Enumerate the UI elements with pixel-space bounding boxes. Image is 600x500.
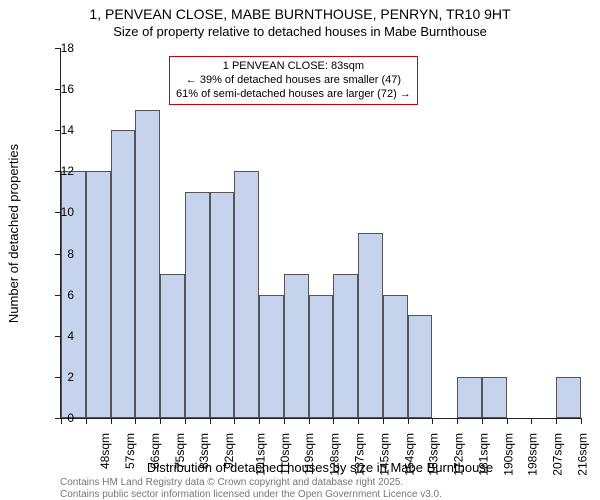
chart-title-line2: Size of property relative to detached ho… [0, 24, 600, 39]
bar [210, 192, 235, 418]
y-tick-label: 18 [44, 41, 74, 55]
x-tick [234, 418, 235, 424]
x-tick-label: 154sqm [402, 433, 416, 476]
x-tick [333, 418, 334, 424]
bar [86, 171, 111, 418]
credit-line2: Contains public sector information licen… [60, 489, 442, 500]
y-tick-label: 2 [44, 370, 74, 384]
y-tick-label: 0 [44, 411, 74, 425]
x-tick-label: 190sqm [501, 433, 515, 476]
x-tick-label: 57sqm [123, 433, 137, 469]
x-tick [482, 418, 483, 424]
x-tick-label: 75sqm [173, 433, 187, 469]
y-tick-label: 6 [44, 288, 74, 302]
x-tick-label: 172sqm [452, 433, 466, 476]
callout-line2: ← 39% of detached houses are smaller (47… [176, 74, 411, 88]
y-tick-label: 16 [44, 82, 74, 96]
x-tick [581, 418, 582, 424]
bar [358, 233, 383, 418]
x-tick-label: 101sqm [254, 433, 268, 476]
y-tick-label: 12 [44, 164, 74, 178]
x-tick-label: 128sqm [328, 433, 342, 476]
x-tick [111, 418, 112, 424]
bar [111, 130, 136, 418]
bar [408, 315, 433, 418]
plot-area: 1 PENVEAN CLOSE: 83sqm ← 39% of detached… [60, 48, 581, 419]
x-tick [135, 418, 136, 424]
x-tick [507, 418, 508, 424]
bar [259, 295, 284, 418]
x-tick-label: 48sqm [98, 433, 112, 469]
callout-box: 1 PENVEAN CLOSE: 83sqm ← 39% of detached… [169, 56, 418, 105]
x-tick-label: 92sqm [222, 433, 236, 469]
y-tick-label: 14 [44, 123, 74, 137]
x-tick [457, 418, 458, 424]
x-tick [210, 418, 211, 424]
x-tick [185, 418, 186, 424]
bar [383, 295, 408, 418]
credits: Contains HM Land Registry data © Crown c… [60, 477, 442, 500]
x-tick-label: 198sqm [526, 433, 540, 476]
x-tick-label: 207sqm [551, 433, 565, 476]
credit-line1: Contains HM Land Registry data © Crown c… [60, 477, 442, 489]
callout-line1: 1 PENVEAN CLOSE: 83sqm [176, 60, 411, 74]
bar [135, 110, 160, 418]
bar [284, 274, 309, 418]
x-tick [284, 418, 285, 424]
y-tick-label: 8 [44, 247, 74, 261]
x-tick-label: 66sqm [148, 433, 162, 469]
x-tick-label: 145sqm [377, 433, 391, 476]
y-tick-label: 4 [44, 329, 74, 343]
x-tick [531, 418, 532, 424]
bar [457, 377, 482, 418]
chart-container: 1, PENVEAN CLOSE, MABE BURNTHOUSE, PENRY… [0, 0, 600, 500]
x-tick [383, 418, 384, 424]
x-tick-label: 163sqm [427, 433, 441, 476]
x-tick-label: 181sqm [477, 433, 491, 476]
x-tick [432, 418, 433, 424]
bar [185, 192, 210, 418]
x-tick-label: 119sqm [302, 433, 316, 475]
x-tick-label: 83sqm [197, 433, 211, 469]
bar [556, 377, 581, 418]
x-tick [309, 418, 310, 424]
x-tick [259, 418, 260, 424]
chart-title-line1: 1, PENVEAN CLOSE, MABE BURNTHOUSE, PENRY… [0, 6, 600, 22]
x-tick [358, 418, 359, 424]
bar [160, 274, 185, 418]
x-tick-label: 137sqm [353, 433, 367, 476]
bar [309, 295, 334, 418]
x-tick [86, 418, 87, 424]
x-tick-label: 110sqm [278, 433, 292, 475]
callout-line3: 61% of semi-detached houses are larger (… [176, 88, 411, 102]
bar [333, 274, 358, 418]
x-tick-label: 216sqm [576, 433, 590, 476]
x-tick [160, 418, 161, 424]
x-tick [408, 418, 409, 424]
y-axis-title: Number of detached properties [6, 48, 22, 418]
y-tick-label: 10 [44, 205, 74, 219]
bar [234, 171, 259, 418]
bar [482, 377, 507, 418]
x-tick [556, 418, 557, 424]
